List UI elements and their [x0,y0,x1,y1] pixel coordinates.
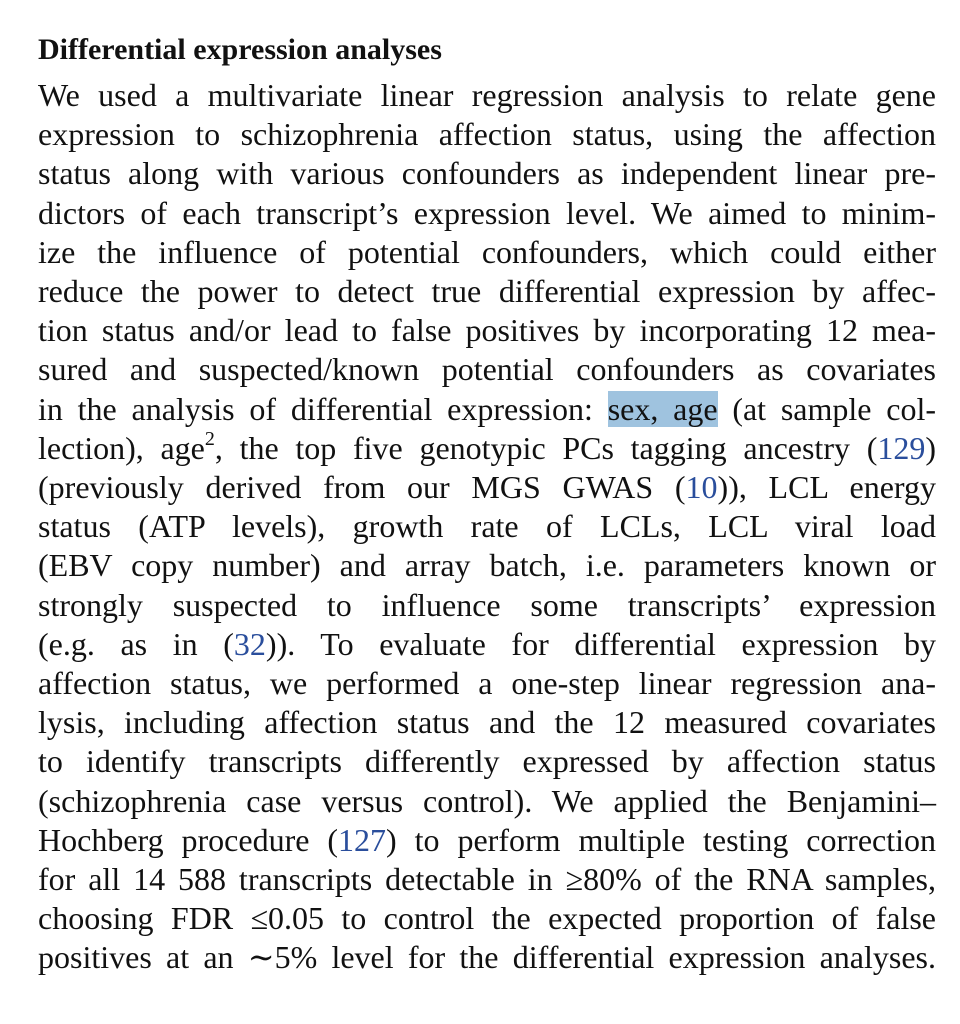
text-line: lection), age2, the top five genotypic P… [38,429,936,468]
reference-link-127[interactable]: 127 [338,821,387,858]
text-fragment: )). To evaluate for differential express… [265,625,937,662]
superscript: 2 [204,427,215,450]
body-paragraph: We used a multivariate linear regression… [38,76,936,978]
text-line: (e.g. as in (32)). To evaluate for diffe… [38,625,936,664]
text-line: in the analysis of differential expressi… [38,390,936,429]
text-line: to identify transcripts differently expr… [38,743,936,780]
section-heading: Differential expression analyses [38,33,442,66]
text-fragment: Hochberg procedure ( [38,821,339,858]
text-fragment: lection), age [38,429,205,466]
text-line: tion status and/or lead to false positiv… [38,312,936,349]
text-line: status (ATP levels), growth rate of LCLs… [38,508,936,545]
text-fragment: )), LCL energy [717,469,937,506]
text-line: for all 14 588 transcripts detectable in… [38,861,936,898]
highlighted-text[interactable]: sex, age [607,390,718,427]
text-line: ize the influence of potential confounde… [38,233,936,270]
reference-link-32[interactable]: 32 [233,625,266,662]
text-line: Hochberg procedure (127) to perform mult… [38,821,936,860]
text-fragment: , the top five genotypic PCs tagging anc… [214,429,878,466]
text-line: strongly suspected to influence some tra… [38,586,936,623]
reference-link-129[interactable]: 129 [877,429,926,466]
text-line: affection status, we performed a one-ste… [38,665,936,702]
text-line: expression to schizophrenia affection st… [38,116,936,153]
text-line: reduce the power to detect true differen… [38,273,936,310]
text-fragment: ) [925,429,937,466]
text-line: sured and suspected/known potential conf… [38,351,936,388]
text-line: (schizophrenia case versus control). We … [38,782,936,819]
text-fragment: (e.g. as in ( [38,625,234,662]
text-line: choosing FDR ≤0.05 to control the expect… [38,900,936,937]
text-fragment: ) to perform multiple testing correction [386,821,937,858]
article-page: Differential expression analyses We used… [38,28,936,978]
reference-link-10[interactable]: 10 [685,469,718,506]
text-fragment: in the analysis of differential expressi… [38,390,608,427]
text-line: dictors of each transcript’s expression … [38,194,936,231]
text-line: (previously derived from our MGS GWAS (1… [38,468,936,507]
text-line: We used a multivariate linear regression… [38,77,936,113]
text-fragment: (at sample col- [717,390,937,427]
text-line: lysis, including affection status and th… [38,704,936,741]
text-fragment: (previously derived from our MGS GWAS ( [38,469,686,506]
text-line: (EBV copy number) and array batch, i.e. … [38,547,936,584]
text-line: status along with various confounders as… [38,155,936,192]
text-line: positives at an ∼5% level for the differ… [38,939,936,976]
